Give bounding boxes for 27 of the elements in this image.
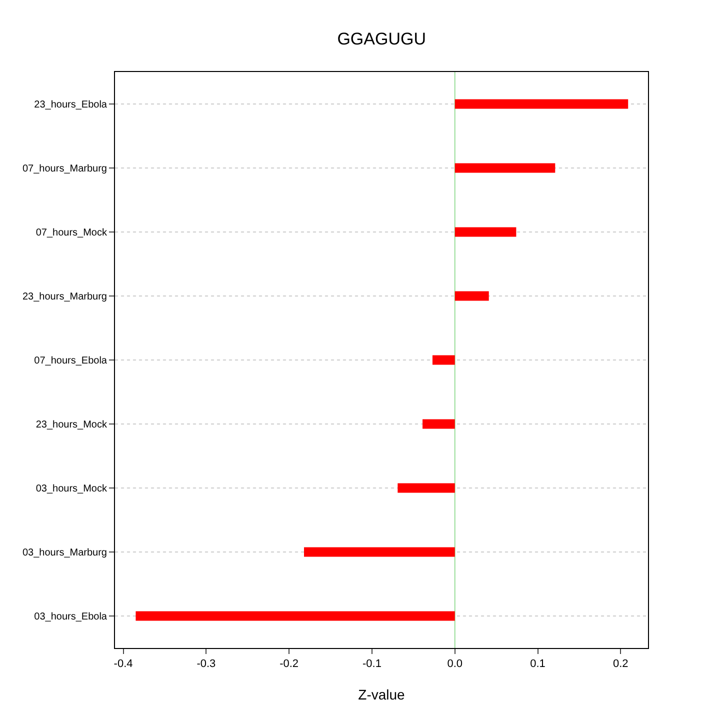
bar	[398, 483, 455, 493]
x-tick-label: -0.1	[362, 658, 382, 670]
x-tick-label: -0.2	[280, 658, 299, 670]
x-tick-label: -0.4	[114, 658, 133, 670]
bar	[454, 99, 628, 109]
y-tick-label: 03_hours_Mock	[36, 484, 108, 494]
y-tick-label: 03_hours_Marburg	[22, 548, 107, 558]
y-tick-label: 23_hours_Mock	[36, 420, 108, 430]
bar	[454, 291, 489, 301]
y-tick-label: 23_hours_Ebola	[34, 100, 108, 110]
y-tick-label: 07_hours_Marburg	[22, 164, 107, 174]
x-tick-label: 0.0	[447, 658, 463, 670]
x-tick-label: 0.1	[530, 658, 546, 670]
y-tick-label: 23_hours_Marburg	[22, 292, 107, 302]
bar	[136, 611, 455, 621]
chart-title: GGAGUGU	[337, 29, 426, 48]
y-tick-label: 07_hours_Ebola	[34, 356, 108, 366]
y-tick-label: 07_hours_Mock	[36, 228, 108, 238]
bar	[454, 227, 516, 237]
bar	[432, 355, 455, 365]
x-tick-label: 0.2	[613, 658, 628, 670]
x-tick-label: -0.3	[196, 658, 216, 670]
bar	[304, 547, 455, 557]
x-axis-title: Z-value	[358, 686, 406, 702]
y-tick-label: 03_hours_Ebola	[34, 612, 108, 622]
bar	[422, 419, 455, 429]
bar	[454, 163, 556, 173]
